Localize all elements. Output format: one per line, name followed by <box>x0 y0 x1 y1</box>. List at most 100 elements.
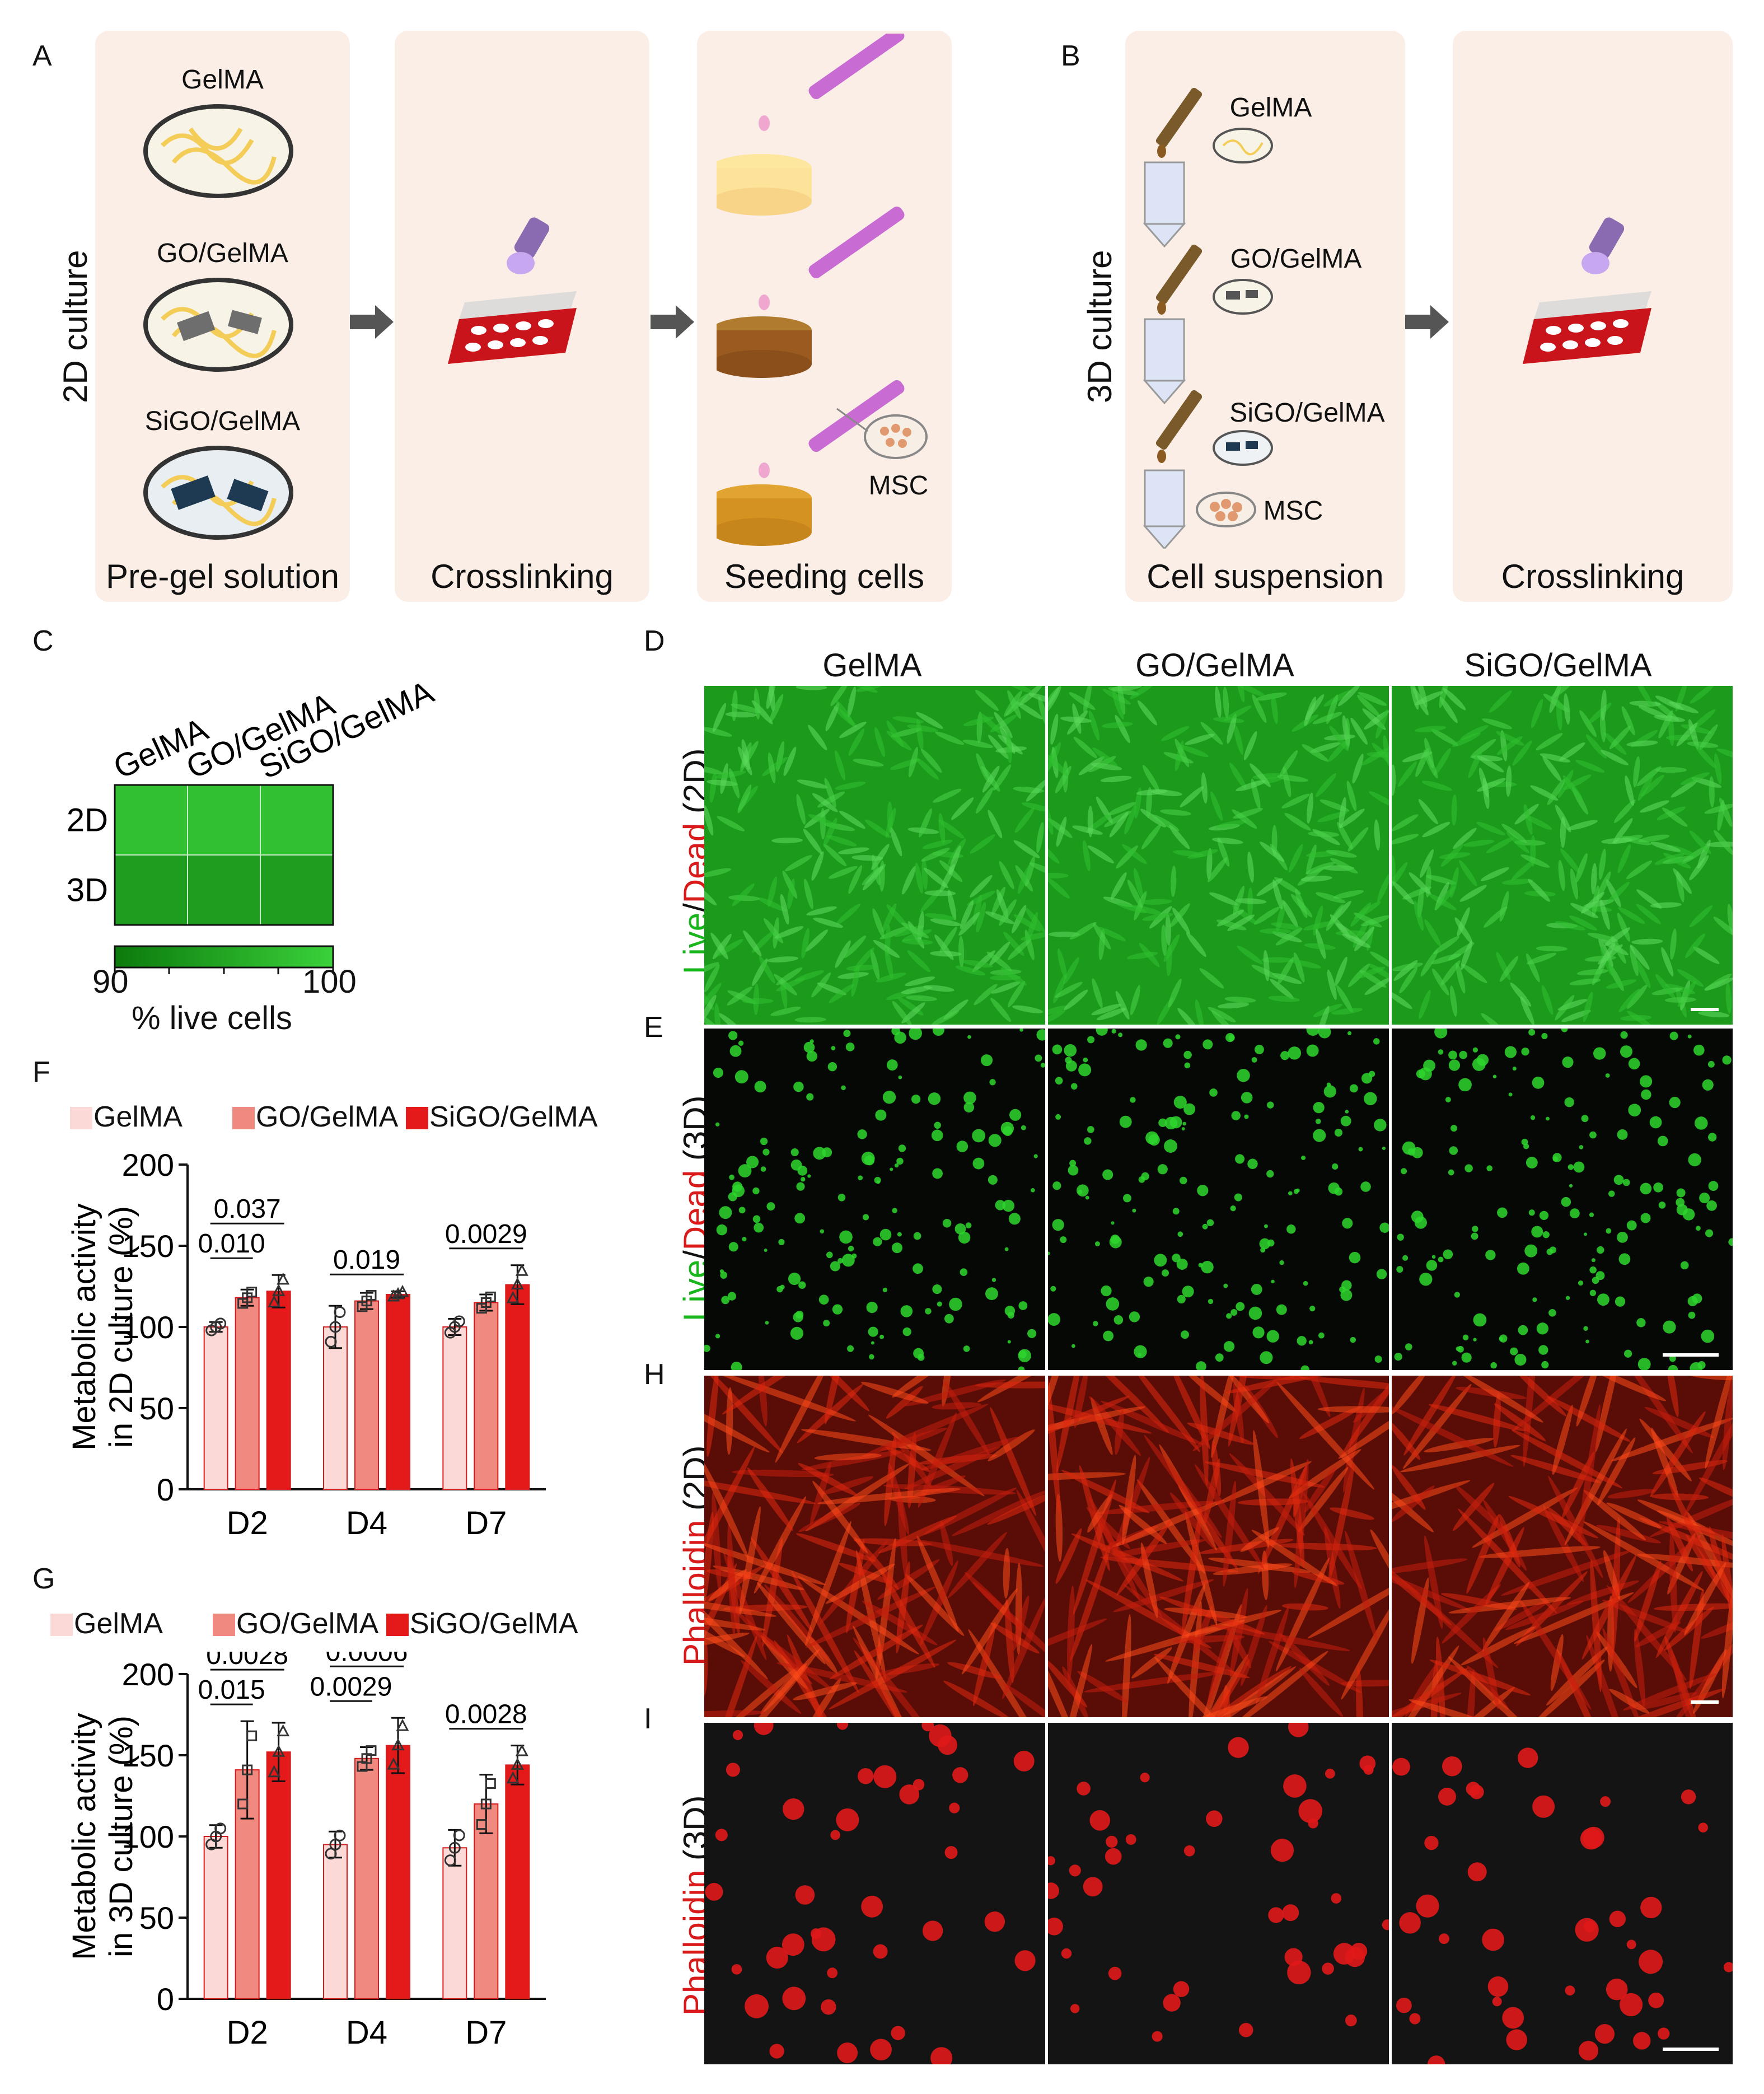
x-tick-label: D4 <box>346 1505 387 1541</box>
bar <box>354 1300 379 1490</box>
arrow-icon <box>651 305 694 339</box>
micrograph-phal2d <box>1392 1376 1733 1717</box>
legend-gelma: GelMA <box>93 1101 183 1133</box>
micro-col-gelma: GelMA <box>822 647 922 684</box>
data-point <box>277 1724 290 1737</box>
data-point <box>387 1289 400 1302</box>
material-label-sigo-gelma-b: SiGO/GelMA <box>1229 398 1385 428</box>
y-tick-label: 150 <box>122 1228 174 1264</box>
data-point <box>329 1321 341 1333</box>
micrograph-live3d <box>1048 1029 1389 1370</box>
data-point <box>444 1854 456 1867</box>
p-value-label: 0.0029 <box>310 1672 392 1702</box>
legend-go-gelma: GO/GelMA <box>256 1101 399 1133</box>
micrograph-live2d <box>1048 686 1389 1025</box>
bar <box>354 1758 379 2000</box>
micrograph-live3d <box>1392 1029 1733 1370</box>
legend-swatch-go-gelma <box>213 1614 235 1636</box>
data-point <box>214 1317 227 1330</box>
x-tick-label: D2 <box>227 2014 268 2051</box>
bar-chart-3d: 0 50 100 150 200 Metabolic activity in 3D cult… <box>66 1652 546 2051</box>
bar <box>203 1836 228 1999</box>
micrograph-live2d <box>1392 686 1733 1025</box>
msc-label-b: MSC <box>1263 496 1323 526</box>
bar <box>442 1847 467 1999</box>
data-point <box>387 1757 400 1770</box>
legend-swatch-gelma <box>50 1614 73 1636</box>
tubes-illustration <box>1143 87 1202 549</box>
micrograph-phal3d <box>1392 1723 1733 2064</box>
bar <box>386 1745 410 1999</box>
step-label-crosslinking-a: Crosslinking <box>431 558 614 595</box>
legend-g: GelMA GO/GelMA SiGO/GelMA <box>50 1607 610 1646</box>
data-point <box>268 1765 281 1778</box>
uv-lamp-plate-icon <box>448 217 577 364</box>
panel-label-c: C <box>32 625 54 657</box>
svg-text:in 3D culture (%): in 3D culture (%) <box>103 1716 139 1957</box>
msc-dish-icon <box>1196 492 1256 527</box>
y-tick-label: 100 <box>122 1310 174 1345</box>
panel-label-g: G <box>32 1563 55 1595</box>
msc-label-a: MSC <box>868 471 929 501</box>
colorbar <box>114 945 334 969</box>
y-tick-label: 50 <box>139 1900 174 1936</box>
panel-label-a: A <box>32 40 52 72</box>
data-point <box>515 1264 528 1276</box>
arrow-icon <box>1405 305 1449 339</box>
x-tick-label: D4 <box>346 2014 387 2051</box>
go-gelma-dish-small-icon <box>1213 279 1273 315</box>
bar <box>442 1326 467 1490</box>
data-point <box>515 1744 528 1756</box>
step-label-seeding: Seeding cells <box>724 558 924 595</box>
heatmap-cell <box>187 854 261 926</box>
panel-label-h: H <box>644 1358 665 1391</box>
data-point <box>334 1306 346 1319</box>
y-tick-label: 0 <box>157 1472 174 1507</box>
sigo-gelma-dish-small-icon <box>1213 430 1273 466</box>
colorbar-title: % live cells <box>132 1000 292 1036</box>
data-point <box>485 1291 496 1302</box>
bar <box>266 1751 291 1999</box>
micro-col-go-gelma: GO/GelMA <box>1135 647 1294 684</box>
step-label-pregel: Pre-gel solution <box>106 558 339 595</box>
sigo-gelma-dish-icon <box>143 446 293 540</box>
panel-label-i: I <box>644 1703 652 1735</box>
colorbar-min: 90 <box>92 964 129 1000</box>
legend-swatch-go-gelma <box>232 1107 255 1129</box>
micro-col-sigo-gelma: SiGO/GelMA <box>1464 647 1652 684</box>
p-value-label: 0.037 <box>214 1194 281 1224</box>
micrograph-phal2d <box>1048 1376 1389 1717</box>
p-value-label: 0.015 <box>198 1675 265 1705</box>
data-point <box>366 1745 377 1756</box>
heatmap-cell <box>114 784 188 856</box>
y-tick-label: 50 <box>139 1391 174 1426</box>
panel-label-f: F <box>32 1056 50 1088</box>
data-point <box>334 1829 346 1841</box>
legend-f: GelMA GO/GelMA SiGO/GelMA <box>70 1100 619 1139</box>
pipette-icon <box>759 34 905 131</box>
data-point <box>277 1272 290 1285</box>
go-gelma-dish-icon <box>143 278 293 372</box>
bar-chart-2d: 0 50 100 150 200 Metabolic activity in 2D cult… <box>66 1147 546 1541</box>
x-tick-label: D2 <box>227 1505 268 1541</box>
heatmap-cell <box>114 854 188 926</box>
step-label-crosslinking-b: Crosslinking <box>1501 558 1685 595</box>
legend-swatch-sigo-gelma <box>386 1614 409 1636</box>
y-tick-label: 200 <box>122 1657 174 1692</box>
svg-text:in 2D culture (%): in 2D culture (%) <box>103 1206 139 1448</box>
heatmap-cell <box>187 784 261 856</box>
y-tick-label: 150 <box>122 1738 174 1773</box>
data-point <box>476 1819 487 1830</box>
micrograph-live2d <box>704 686 1045 1025</box>
material-label-sigo-gelma-a: SiGO/GelMA <box>144 406 301 436</box>
data-point <box>453 1829 465 1841</box>
y-axis-label: Metabolic activity in 2D culture (%) <box>66 1203 139 1451</box>
bar <box>203 1326 228 1490</box>
data-point <box>246 1287 258 1298</box>
panel-a-side-label: 2D culture <box>57 250 94 403</box>
data-point <box>480 1798 492 1810</box>
legend-sigo-gelma: SiGO/GelMA <box>410 1607 578 1640</box>
data-point <box>237 1798 249 1810</box>
p-value-label: 0.0028 <box>445 1700 527 1730</box>
data-point <box>366 1289 377 1301</box>
